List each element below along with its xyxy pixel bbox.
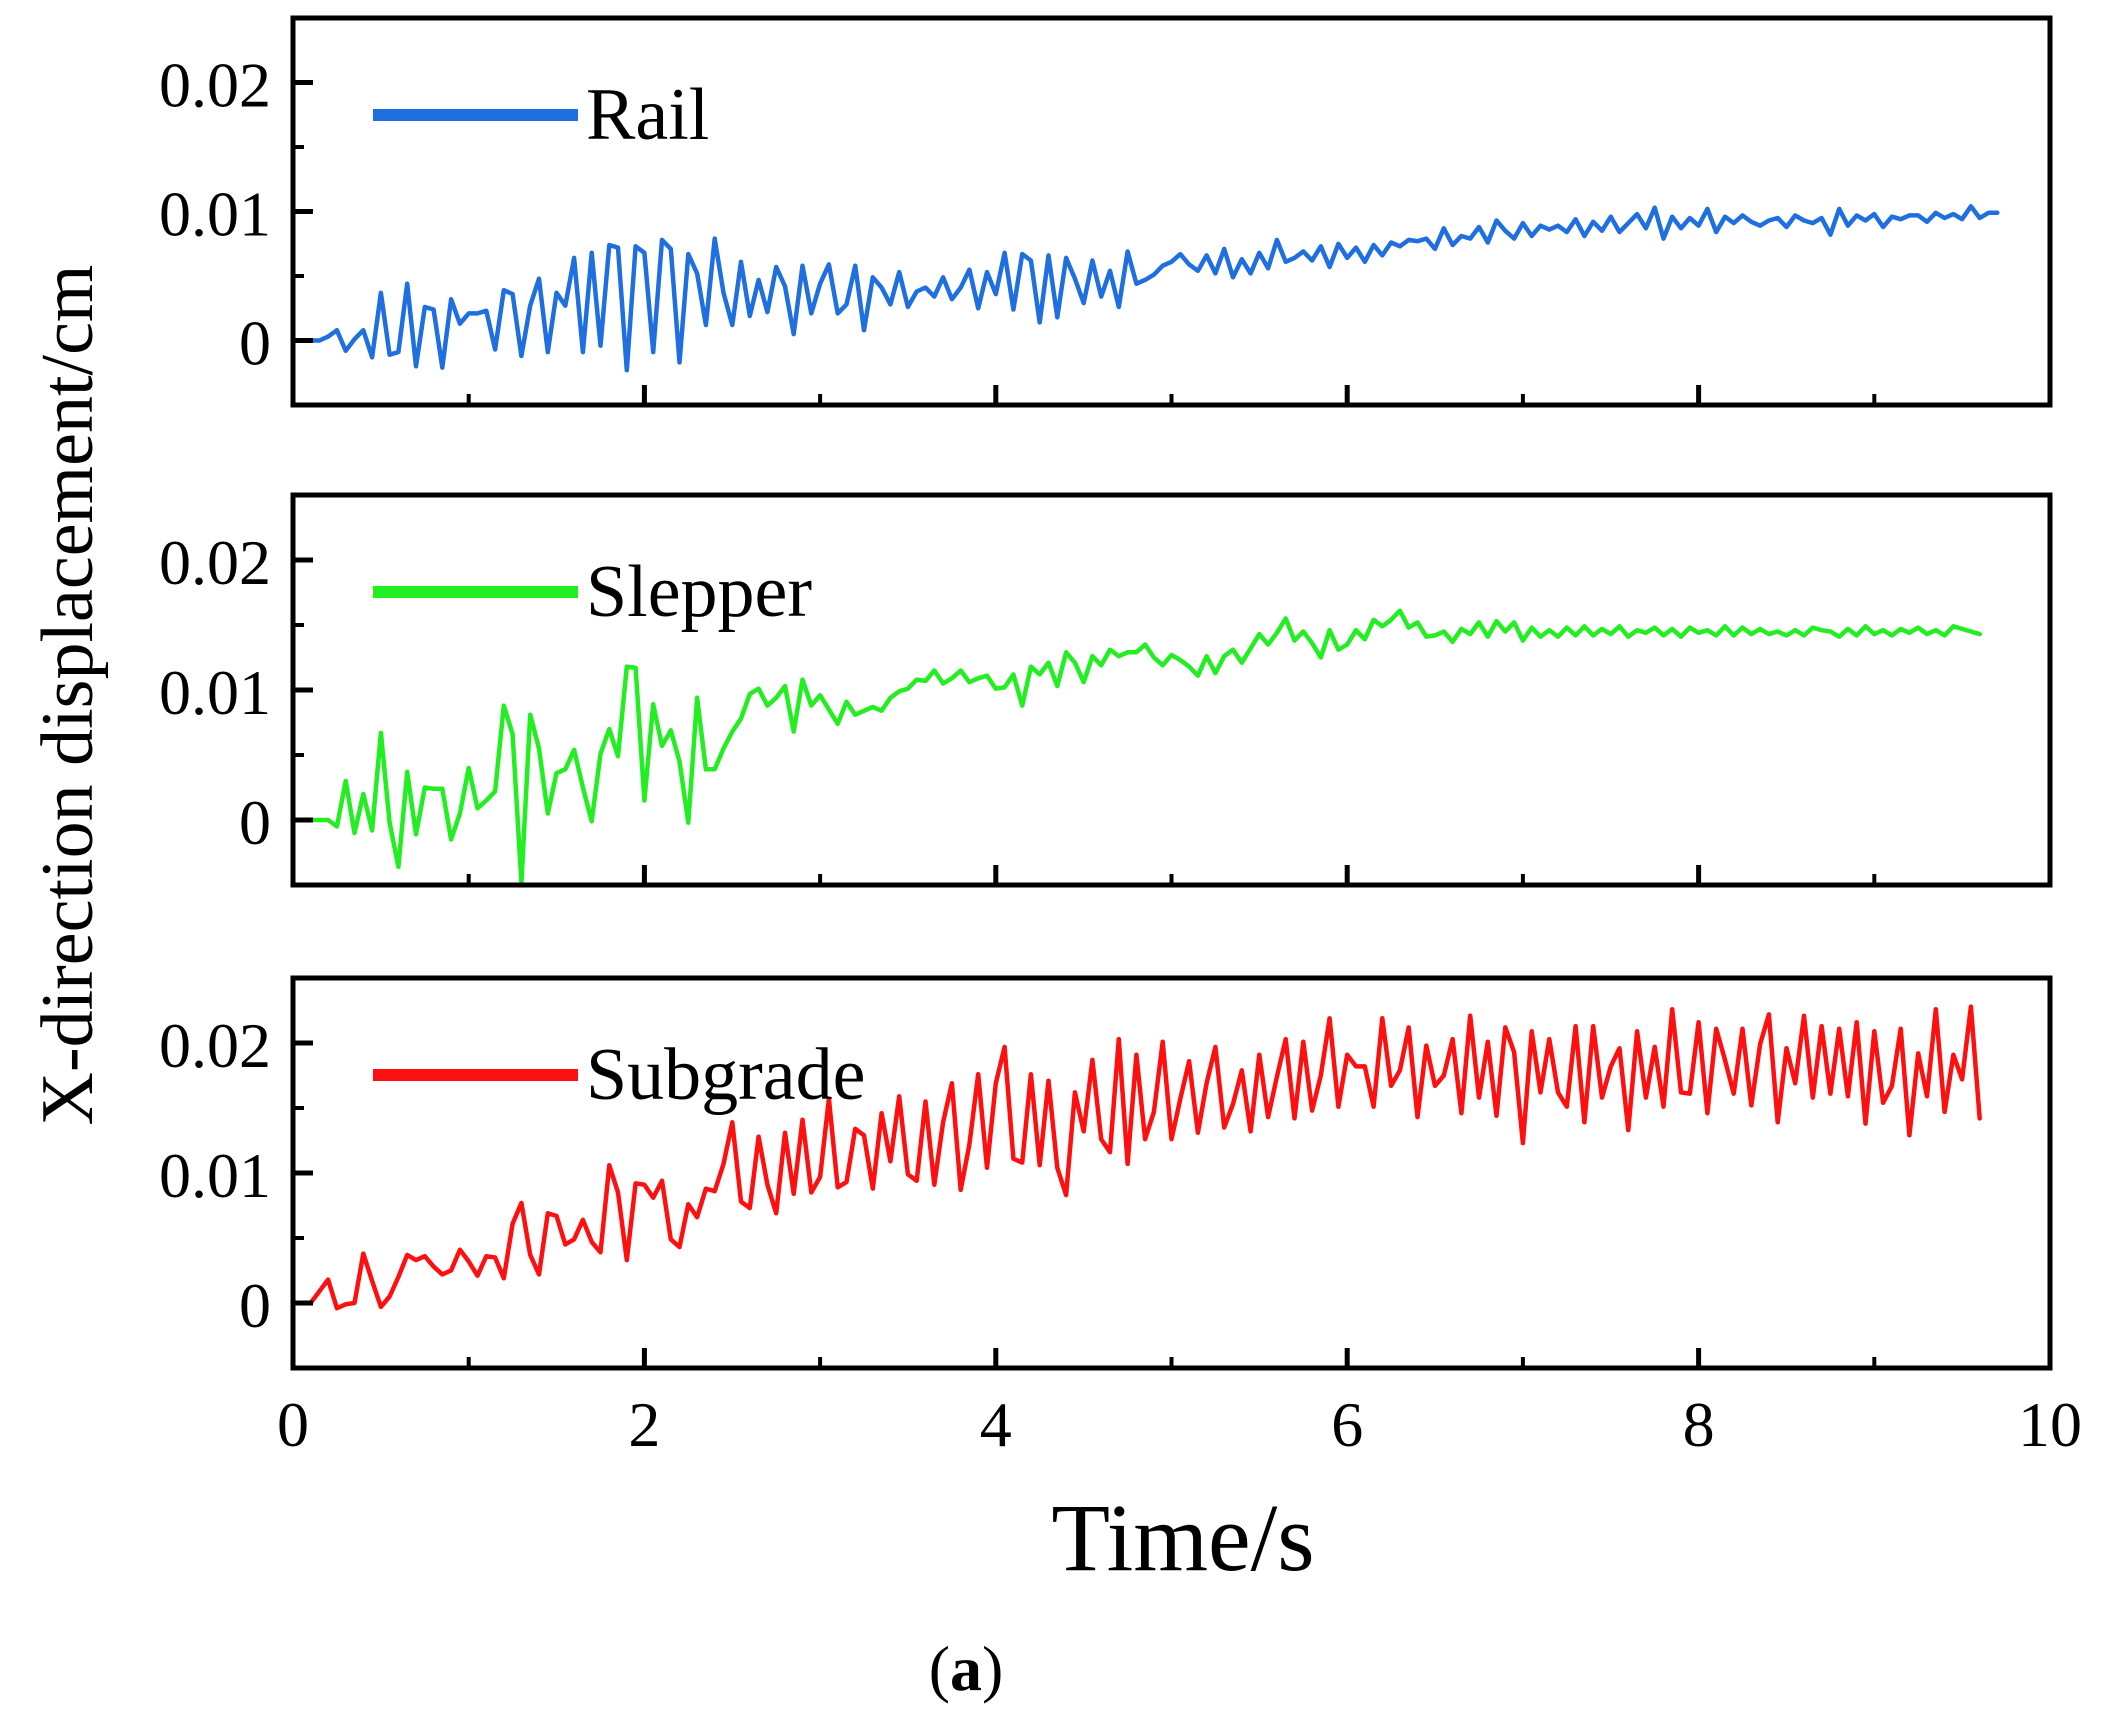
caption-open: ( [929, 1633, 950, 1704]
y-tick-label-rail: 0.02 [159, 50, 271, 121]
x-tick-label: 4 [980, 1389, 1012, 1460]
y-axis-label: X-direction displacement/cm [27, 265, 109, 1126]
y-tick-label-rail: 0.01 [159, 179, 271, 250]
figure-caption: (a) [929, 1633, 1004, 1704]
panel-frame-subgrade [290, 975, 2053, 1371]
x-axis-label: Time/s [1051, 1484, 1314, 1591]
panel-subgrade: 0 0.01 0.02 Subgrade 0 2 4 6 8 10 [159, 975, 2082, 1460]
y-tick-label-subgrade: 0 [239, 1270, 271, 1341]
x-tick-label: 0 [277, 1389, 309, 1460]
x-tick-label: 8 [1683, 1389, 1715, 1460]
series-line-subgrade [290, 1004, 1982, 1311]
legend-label-subgrade: Subgrade [586, 1034, 866, 1116]
y-tick-label-slepper: 0 [239, 787, 271, 858]
x-tick-label: 10 [2018, 1389, 2082, 1460]
panel-slepper: 0 0.01 0.02 Slepper [159, 492, 2053, 888]
y-tick-label-rail: 0 [239, 308, 271, 379]
y-tick-label-subgrade: 0.02 [159, 1010, 271, 1081]
series-line-slepper [290, 608, 1982, 885]
y-tick-label-slepper: 0.02 [159, 527, 271, 598]
x-tick-label: 2 [628, 1389, 660, 1460]
panel-frame-rail [290, 15, 2053, 408]
legend-label-rail: Rail [586, 74, 709, 156]
x-tick-label: 6 [1331, 1389, 1363, 1460]
caption-letter: a [950, 1633, 982, 1704]
y-tick-label-slepper: 0.01 [159, 657, 271, 728]
panel-frame-slepper [290, 492, 2053, 888]
series-line-rail [290, 204, 2000, 373]
caption-close: ) [982, 1633, 1003, 1704]
y-tick-label-subgrade: 0.01 [159, 1140, 271, 1211]
panel-rail: 0 0.01 0.02 Rail [159, 15, 2053, 408]
legend-label-slepper: Slepper [586, 551, 812, 633]
